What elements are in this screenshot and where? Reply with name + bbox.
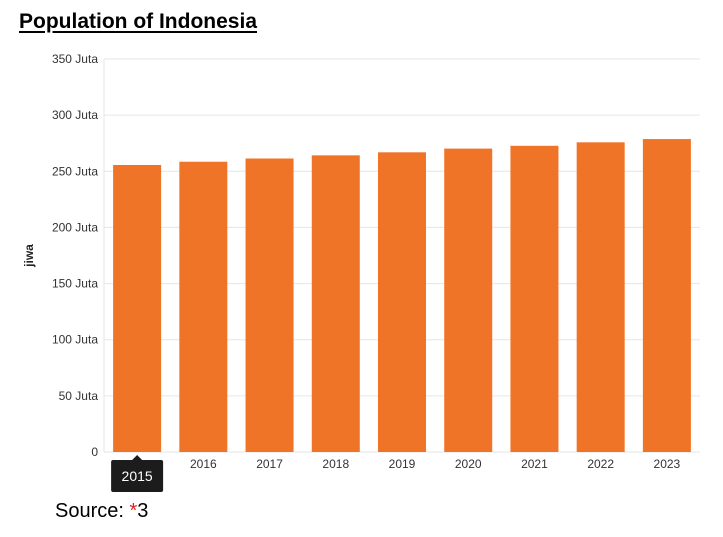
bar-2020[interactable] xyxy=(444,148,493,452)
tooltip-box xyxy=(111,460,164,492)
tooltip-pointer xyxy=(132,455,143,460)
x-tick-label: 2020 xyxy=(455,457,482,471)
bar-2021[interactable] xyxy=(510,145,559,452)
x-tick-label: 2022 xyxy=(587,457,614,471)
y-tick-label: 150 Juta xyxy=(52,277,98,291)
y-tick-label: 100 Juta xyxy=(52,333,98,347)
bar-2019[interactable] xyxy=(378,152,426,452)
y-tick-label: 250 Juta xyxy=(52,164,98,178)
y-tick-label: 300 Juta xyxy=(52,108,98,122)
source-reference[interactable]: 3 xyxy=(137,500,149,522)
tooltip: 2015 xyxy=(111,455,164,492)
source-star: * xyxy=(129,500,138,522)
y-tick-label: 350 Juta xyxy=(52,52,98,66)
bar-2015[interactable] xyxy=(113,164,162,452)
y-tick-label: 200 Juta xyxy=(52,220,98,234)
bar-2023[interactable] xyxy=(642,139,691,453)
y-axis-label: jiwa xyxy=(22,244,36,268)
x-tick-label: 2023 xyxy=(654,457,681,471)
chart-title: Population of Indonesia xyxy=(19,10,257,33)
bar-2016[interactable] xyxy=(179,161,228,452)
source-prefix: Source: xyxy=(55,500,130,522)
bar-2018[interactable] xyxy=(311,155,360,453)
x-tick-label: 2018 xyxy=(322,457,349,471)
y-tick-label: 50 Juta xyxy=(59,389,99,403)
bar-2017[interactable] xyxy=(245,158,294,452)
x-tick-label: 2017 xyxy=(256,457,283,471)
y-tick-label: 0 xyxy=(91,445,98,459)
x-tick-label: 2019 xyxy=(389,457,416,471)
bar-2022[interactable] xyxy=(576,142,625,453)
x-tick-label: 2016 xyxy=(190,457,217,471)
x-tick-label: 2021 xyxy=(521,457,548,471)
tooltip-label: 2015 xyxy=(122,468,153,484)
source-note: Source: *3 xyxy=(55,500,148,523)
